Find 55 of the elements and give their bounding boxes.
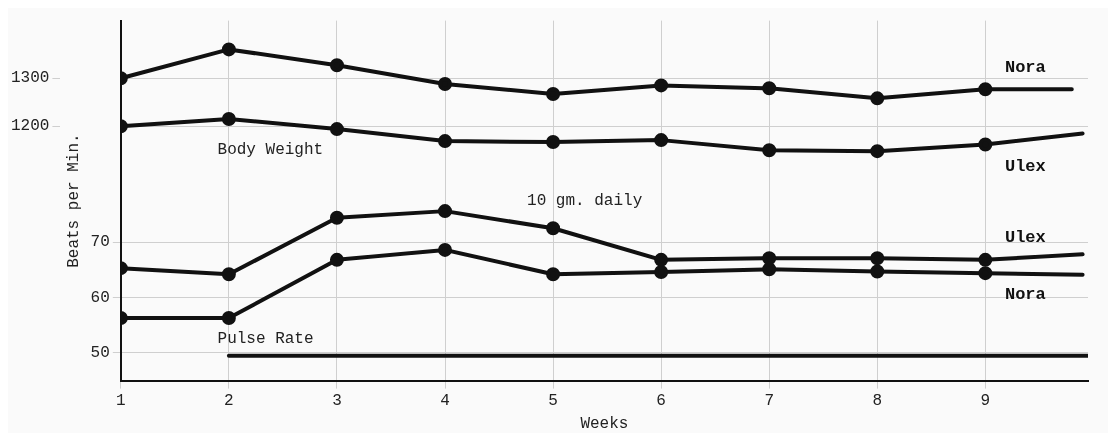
point [654, 265, 669, 280]
point [546, 87, 561, 102]
x-tick-label: 2 [224, 392, 234, 411]
y-tick-label: 70 [90, 233, 110, 252]
point [438, 242, 453, 257]
point [762, 251, 777, 266]
x-tick-label: 7 [764, 392, 775, 411]
point [978, 266, 993, 281]
y-tick-label: 50 [90, 344, 110, 363]
x-tick-label: 8 [872, 392, 883, 411]
point [221, 112, 236, 126]
point [870, 264, 885, 279]
point [546, 135, 561, 150]
x-tick-label: 5 [548, 392, 558, 411]
point [221, 267, 236, 282]
x-tick-label: 4 [440, 392, 450, 411]
annotation: 10 gm. daily [527, 191, 643, 210]
point [978, 137, 993, 152]
point [329, 122, 344, 137]
y2-tick-label: 1300 [11, 69, 50, 88]
y2-tick-label: 1200 [11, 117, 50, 136]
annotation: Pulse Rate [217, 330, 314, 349]
point [870, 91, 885, 106]
point [654, 78, 669, 93]
point [762, 262, 777, 277]
x-tick-label: 6 [656, 392, 666, 411]
series-label: Nora [1004, 57, 1046, 77]
point [870, 144, 885, 159]
point [978, 252, 993, 267]
x-axis-title: Weeks [580, 414, 629, 433]
point [978, 82, 993, 97]
annotation: Body Weight [217, 141, 324, 160]
point [329, 58, 344, 73]
y-axis-title: Beats per Min. [65, 133, 84, 268]
point [762, 143, 777, 158]
point [329, 210, 344, 225]
point [654, 133, 669, 148]
point [438, 204, 453, 219]
y-tick-label: 60 [90, 288, 110, 307]
x-tick-label: 1 [116, 392, 126, 411]
point [438, 76, 453, 91]
point [329, 252, 344, 267]
x-tick-label: 3 [332, 392, 342, 411]
series-label: Ulex [1004, 228, 1046, 248]
series-label: Ulex [1004, 156, 1046, 176]
point [654, 252, 669, 267]
point [546, 221, 561, 236]
point [870, 251, 885, 266]
point [762, 81, 777, 96]
point [221, 42, 236, 57]
point [221, 311, 236, 326]
point [438, 134, 453, 149]
point [546, 267, 561, 282]
x-tick-label: 9 [980, 392, 991, 411]
series-label: Nora [1004, 285, 1046, 305]
